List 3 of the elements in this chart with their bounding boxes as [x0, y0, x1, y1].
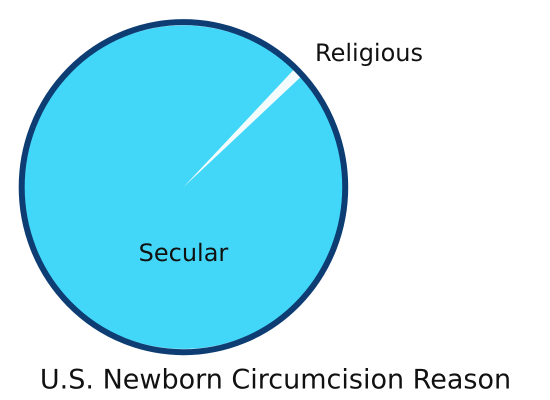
slice-label: Secular: [138, 239, 228, 268]
slice-label: Religious: [315, 38, 423, 67]
text: U.S. Newborn Circumcision Reason: [40, 364, 512, 396]
